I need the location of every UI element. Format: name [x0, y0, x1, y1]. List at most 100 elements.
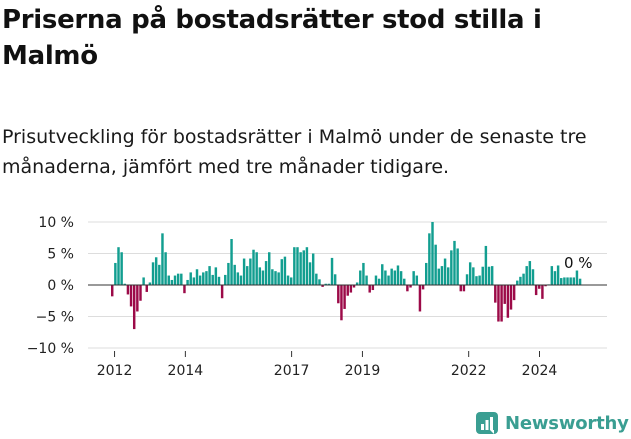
bar	[296, 247, 299, 285]
bar	[509, 285, 513, 310]
bar	[566, 277, 569, 285]
bar	[446, 267, 450, 285]
bar	[544, 285, 547, 287]
bar	[494, 285, 497, 303]
bar	[387, 275, 390, 285]
last-value-label: 0 %	[564, 254, 593, 272]
x-tick-label: 2014	[168, 363, 204, 379]
bar	[462, 285, 466, 292]
bar	[428, 233, 431, 285]
bar	[305, 247, 309, 285]
bar	[186, 279, 189, 285]
bar	[371, 285, 375, 291]
x-tick-label: 2022	[451, 363, 487, 379]
bar	[578, 278, 582, 285]
bar	[283, 256, 287, 285]
bar	[236, 272, 240, 285]
bar	[425, 262, 428, 285]
newsworthy-chart-icon	[476, 412, 498, 434]
bar	[553, 271, 557, 285]
bar	[519, 276, 522, 285]
bar	[381, 264, 384, 285]
bar	[434, 244, 437, 285]
x-tick-label: 2012	[97, 363, 133, 379]
bar	[242, 258, 246, 285]
bar	[299, 252, 302, 285]
bar	[315, 273, 318, 285]
bar	[117, 247, 120, 285]
bar	[264, 261, 268, 285]
bar	[569, 277, 572, 285]
bar	[255, 252, 258, 285]
bar	[528, 261, 532, 285]
bar	[390, 268, 393, 285]
x-tick-label: 2019	[345, 363, 381, 379]
bar	[440, 266, 444, 285]
y-tick-label: −10 %	[27, 341, 74, 357]
bar	[258, 267, 262, 285]
bar	[330, 257, 334, 285]
brand-name: Newsworthy	[505, 412, 629, 434]
bar	[151, 262, 155, 285]
bar	[522, 273, 525, 285]
bar	[274, 271, 277, 285]
bar	[217, 276, 221, 285]
bar	[173, 275, 177, 285]
bar	[352, 285, 356, 288]
bar	[525, 266, 528, 285]
bar	[114, 262, 117, 285]
bar	[377, 278, 381, 285]
bar	[459, 285, 462, 292]
bar	[289, 277, 293, 285]
bar	[120, 252, 123, 285]
bar	[556, 265, 560, 285]
bar	[531, 269, 535, 285]
y-tick-label: 0 %	[47, 278, 74, 294]
bar	[409, 285, 412, 288]
grid-lines	[88, 221, 607, 349]
bar	[365, 275, 368, 285]
bar	[202, 272, 205, 285]
bar	[321, 285, 324, 287]
y-tick-label: −5 %	[36, 310, 74, 326]
bar	[180, 273, 183, 285]
bar	[349, 285, 353, 293]
bar	[189, 272, 192, 285]
bar	[302, 250, 305, 285]
bar	[516, 280, 519, 285]
bar	[142, 277, 145, 285]
bar	[286, 275, 290, 285]
bar	[415, 275, 419, 285]
bar	[503, 285, 506, 304]
bar	[421, 285, 425, 290]
bar	[443, 258, 447, 285]
bar	[374, 275, 378, 285]
bar	[195, 269, 199, 285]
bar	[563, 277, 566, 285]
bar	[220, 285, 224, 299]
bar	[346, 285, 349, 296]
bar	[111, 285, 114, 297]
bar	[384, 270, 387, 285]
y-axis-ticks: 10 % 5 % 0 % −5 % −10 %	[27, 215, 74, 357]
bar	[468, 262, 472, 285]
bar	[406, 285, 409, 292]
bar	[541, 285, 544, 299]
bar	[362, 262, 365, 285]
bar	[512, 285, 516, 301]
bar	[497, 285, 500, 322]
bar	[396, 265, 400, 285]
bar	[205, 271, 208, 285]
bar	[308, 262, 312, 285]
bar	[340, 285, 343, 321]
bar	[230, 239, 233, 285]
x-axis-ticks: 2012 2014 2017 2019 2022 2024	[97, 351, 557, 379]
bar	[123, 283, 127, 285]
bar	[139, 285, 142, 301]
bar	[239, 275, 243, 285]
bar	[176, 273, 180, 285]
bar	[211, 274, 214, 285]
bar-chart: 10 % 5 % 0 % −5 % −10 % 2012 2014 2017 2019 2022…	[27, 215, 607, 379]
bar	[246, 266, 249, 285]
bar	[249, 258, 252, 285]
